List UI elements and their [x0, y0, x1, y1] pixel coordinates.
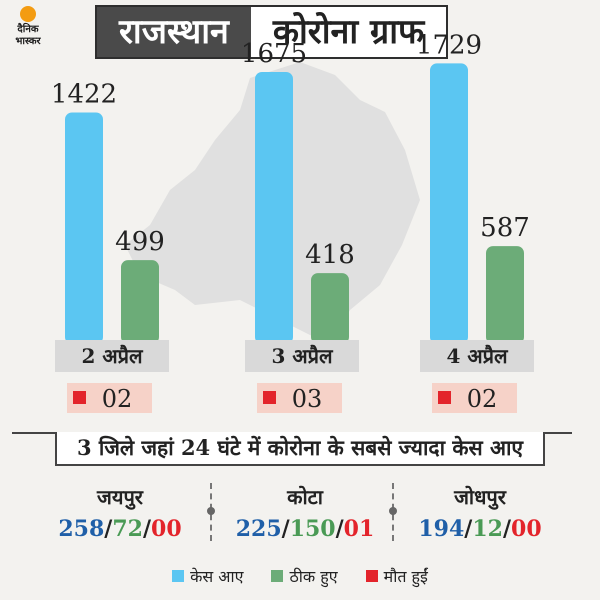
legend-swatch — [365, 570, 378, 582]
city-stats: 225/150/01 — [235, 516, 375, 542]
label-deaths: 02 — [102, 385, 133, 413]
brand-logo: दैनिक भास्कर — [8, 6, 48, 47]
deaths-marker — [263, 391, 276, 404]
city-deaths: 00 — [151, 516, 182, 542]
legend-item-cases: केस आए — [172, 565, 243, 587]
city-jaipur: जयपुर 258/72/00 — [20, 483, 220, 542]
date-box — [245, 340, 359, 372]
subtitle: 3 जिले जहां 24 घंटे में कोरोना के सबसे ज… — [55, 432, 545, 466]
legend-swatch — [271, 570, 284, 582]
city-separator — [207, 483, 215, 541]
city-cases: 225 — [235, 516, 282, 542]
date-box — [420, 340, 534, 372]
city-jodhpur: जोधपुर 194/12/00 — [380, 483, 580, 542]
header-left-title: राजस्थान — [97, 7, 251, 57]
category-label: 4 अप्रैल — [446, 344, 509, 368]
sun-icon — [20, 6, 36, 22]
legend-item-recovered: ठीक हुए — [271, 565, 338, 587]
bar-recovered — [121, 260, 159, 344]
label-recovered: 499 — [115, 227, 165, 257]
brand-line2: भास्कर — [15, 36, 41, 47]
bar-chart: 1422 499 2 अप्रैल 02 1675 418 3 अप्रैल 03 1729 58… — [51, 30, 534, 413]
city-recovered: 150 — [289, 516, 336, 542]
city-deaths: 00 — [511, 516, 542, 542]
legend-item-deaths: मौत हुईं — [365, 565, 428, 587]
date-box — [55, 340, 169, 372]
city-stats: 258/72/00 — [58, 516, 182, 542]
label-recovered: 587 — [480, 213, 530, 243]
label-cases: 1729 — [416, 30, 482, 60]
label-deaths: 03 — [292, 385, 323, 413]
city-name: जयपुर — [97, 485, 143, 509]
city-separator — [389, 483, 397, 541]
city-cases: 194 — [418, 516, 465, 542]
bar-cases — [430, 63, 468, 345]
city-recovered: 72 — [112, 516, 143, 542]
bar-recovered — [311, 273, 349, 344]
city-cases: 258 — [58, 516, 105, 542]
bar-recovered — [486, 246, 524, 344]
city-deaths: 01 — [343, 516, 375, 542]
header: राजस्थान कोरोना ग्राफ — [95, 5, 449, 59]
label-cases: 1675 — [241, 39, 307, 69]
city-name: जोधपुर — [454, 485, 506, 509]
bar-cases — [65, 112, 103, 344]
city-kota: कोटा 225/150/01 — [205, 483, 405, 542]
bar-cases — [255, 72, 293, 344]
legend-label: मौत हुईं — [383, 567, 428, 586]
city-name: कोटा — [287, 485, 323, 509]
label-recovered: 418 — [305, 240, 355, 270]
brand-line1: दैनिक — [17, 24, 39, 35]
label-deaths: 02 — [467, 385, 498, 413]
category-label: 3 अप्रैल — [271, 344, 334, 368]
legend-label: ठीक हुए — [289, 567, 338, 586]
city-recovered: 12 — [472, 516, 503, 542]
category-label: 2 अप्रैल — [81, 344, 144, 368]
legend-swatch — [172, 570, 185, 582]
legend-label: केस आए — [190, 567, 244, 586]
deaths-marker — [438, 391, 451, 404]
deaths-marker — [73, 391, 86, 404]
header-right-title: कोरोना ग्राफ — [250, 7, 447, 57]
label-cases: 1422 — [51, 79, 117, 109]
city-stats: 194/12/00 — [418, 516, 542, 542]
legend: केस आए ठीक हुए मौत हुईं — [0, 565, 600, 587]
